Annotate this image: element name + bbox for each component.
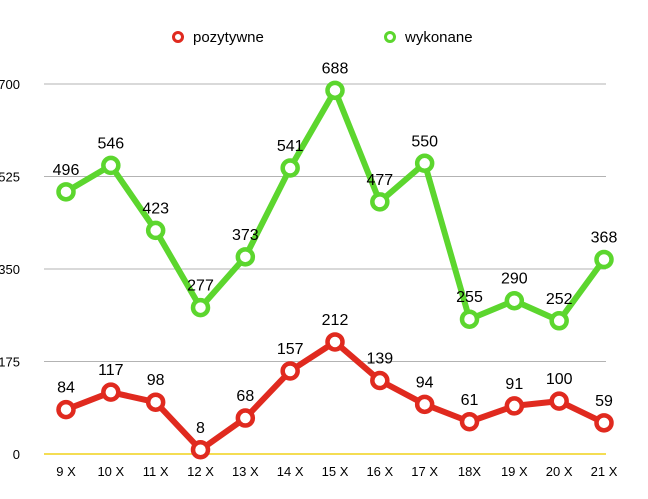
data-point-pozytywne: [190, 440, 211, 460]
data-point-wykonane: [325, 80, 345, 101]
data-label-wykonane: 541: [277, 138, 304, 155]
data-label-pozytywne: 94: [416, 374, 434, 391]
x-tick-label: 21 X: [591, 464, 618, 479]
legend-marker-pozytywne: [172, 31, 184, 43]
data-label-wykonane: 368: [591, 229, 618, 246]
data-label-wykonane: 477: [366, 172, 393, 189]
data-point-wykonane: [280, 158, 300, 178]
data-label-pozytywne: 91: [505, 376, 523, 393]
data-label-pozytywne: 100: [546, 371, 573, 388]
data-label-wykonane: 550: [411, 133, 438, 150]
data-label-wykonane: 277: [187, 278, 214, 295]
data-point-pozytywne: [235, 408, 256, 428]
data-point-pozytywne: [459, 412, 480, 432]
x-tick-label: 16 X: [366, 464, 393, 479]
data-label-wykonane: 496: [53, 162, 80, 179]
x-tick-label: 20 X: [546, 464, 573, 479]
data-point-pozytywne: [549, 391, 569, 411]
data-label-pozytywne: 59: [595, 393, 613, 410]
data-point-wykonane: [145, 220, 166, 241]
series-line-pozytywne: [63, 338, 607, 453]
y-tick-label: 700: [0, 77, 20, 92]
data-label-pozytywne: 61: [461, 392, 479, 409]
data-point-wykonane: [549, 311, 569, 331]
data-label-wykonane: 255: [456, 289, 483, 306]
data-point-wykonane: [370, 192, 390, 212]
data-point-wykonane: [414, 153, 435, 174]
data-point-pozytywne: [594, 413, 614, 433]
y-tick-label: 525: [0, 170, 20, 185]
x-tick-label: 9 X: [56, 464, 76, 479]
x-tick-label: 10 X: [97, 464, 124, 479]
data-point-wykonane: [235, 247, 256, 267]
data-point-wykonane: [504, 290, 525, 311]
data-point-pozytywne: [504, 396, 525, 416]
data-point-pozytywne: [280, 361, 300, 381]
legend-label-pozytywne: pozytywne: [193, 29, 264, 46]
x-tick-label: 17 X: [411, 464, 438, 479]
y-tick-label: 350: [0, 262, 20, 277]
data-point-wykonane: [459, 309, 480, 329]
x-tick-label: 13 X: [232, 464, 259, 479]
legend-label-wykonane: wykonane: [404, 29, 473, 46]
data-label-pozytywne: 157: [277, 341, 304, 358]
legend-marker-wykonane: [384, 31, 396, 43]
y-tick-label: 0: [13, 447, 20, 462]
y-tick-label: 175: [0, 355, 20, 370]
data-label-wykonane: 546: [97, 135, 124, 152]
data-label-wykonane: 290: [501, 271, 528, 288]
data-label-pozytywne: 212: [322, 312, 349, 329]
data-label-wykonane: 373: [232, 227, 259, 244]
data-point-wykonane: [594, 249, 614, 270]
x-tick-label: 11 X: [143, 464, 169, 479]
data-point-pozytywne: [101, 382, 121, 402]
x-tick-label: 15 X: [322, 464, 349, 479]
data-label-pozytywne: 84: [57, 380, 75, 397]
x-tick-label: 12 X: [187, 464, 214, 479]
data-label-pozytywne: 139: [366, 351, 393, 368]
x-tick-label: 19 X: [501, 464, 528, 479]
x-tick-label: 18X: [458, 464, 481, 479]
data-label-wykonane: 688: [322, 60, 349, 77]
data-label-pozytywne: 98: [147, 372, 165, 389]
data-point-wykonane: [190, 297, 211, 318]
data-point-wykonane: [56, 182, 76, 202]
data-point-pozytywne: [414, 394, 435, 415]
data-point-pozytywne: [370, 370, 390, 391]
data-label-pozytywne: 117: [98, 362, 124, 379]
data-point-wykonane: [101, 155, 121, 176]
data-label-pozytywne: 68: [236, 388, 254, 405]
x-tick-label: 14 X: [277, 464, 304, 479]
data-label-wykonane: 423: [142, 200, 169, 217]
data-label-wykonane: 252: [546, 291, 573, 308]
data-point-pozytywne: [325, 332, 345, 352]
data-point-pozytywne: [145, 392, 166, 412]
data-point-pozytywne: [56, 399, 76, 420]
data-label-pozytywne: 8: [196, 420, 205, 437]
